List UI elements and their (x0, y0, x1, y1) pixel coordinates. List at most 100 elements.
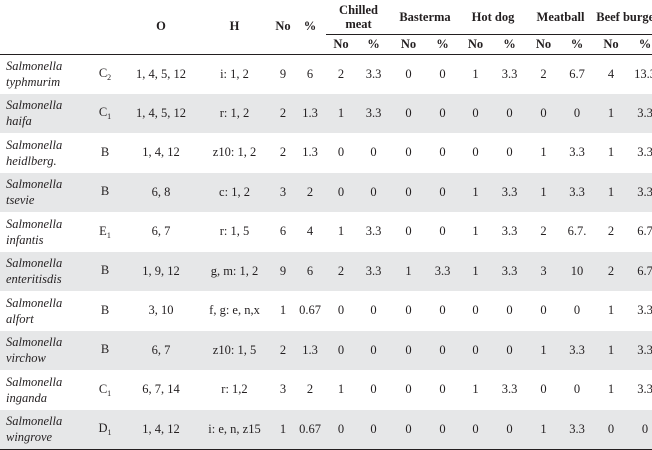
subheader-row: No % No % No % No % No % (0, 33, 652, 54)
subheader-pct: % (356, 33, 391, 54)
product-pct-cell: 3.3 (637, 184, 652, 199)
genus-name: Salmonella (6, 295, 63, 310)
product-pct-cell: 3.3 (637, 342, 652, 357)
total-no-cell: 2 (279, 145, 287, 160)
product-no-cell: 0 (405, 145, 412, 160)
group-letter: B (100, 302, 110, 317)
product-no-cell: 0 (472, 342, 479, 357)
species-name: enteritisdis (6, 272, 62, 287)
group-subscript: 1 (107, 388, 112, 398)
chilled-meat-header: Chilled meat (339, 2, 378, 31)
product-no-cell: 0 (337, 145, 345, 160)
product-pct-cell: 0 (370, 303, 377, 318)
total-no-cell: 1 (272, 409, 294, 450)
total-pct-cell: 1.3 (302, 105, 318, 120)
total-pct-cell: 0.67 (294, 409, 326, 450)
group-letter: C (98, 105, 108, 120)
total-pct-cell: 2 (306, 184, 314, 199)
product-no-cell: 3 (540, 263, 547, 278)
o-antigen-cell: 1, 9, 12 (142, 263, 180, 278)
group-letter: B (100, 263, 110, 278)
product-no-cell: 0 (405, 382, 412, 397)
total-no-cell: 9 (279, 263, 287, 278)
group-subscript: 1 (106, 230, 111, 240)
product-pct-cell: 0 (370, 184, 377, 199)
product-pct-cell: 6.7 (560, 53, 595, 94)
product-pct-cell: 3.3 (501, 224, 518, 239)
subheader-pct: % (560, 33, 595, 54)
product-no-cell: 0 (594, 409, 629, 450)
h-antigen-cell: g, m: 1, 2 (210, 263, 259, 278)
product-pct-cell: 3.3 (501, 263, 518, 278)
group-cell: B (85, 331, 125, 371)
total-pct-cell: 1.3 (302, 342, 318, 357)
product-no-cell: 0 (472, 303, 479, 318)
product-no-cell: 0 (540, 105, 547, 120)
species-name: wingrove (6, 430, 53, 444)
table-row: Salmonella enteritisdis B 1, 9, 12 g, m: 1, … (0, 251, 652, 291)
h-antigen-cell: r: 1, 2 (219, 105, 250, 120)
h-antigen-cell: c: 1, 2 (219, 184, 250, 199)
product-pct-cell: 3.3 (637, 382, 652, 397)
serovar-name-cell: Salmonella haifa (0, 94, 85, 134)
group-cell: C1 (85, 370, 125, 410)
product-pct-cell: 0 (370, 382, 377, 397)
group-cell: B (85, 291, 125, 331)
serovar-name-cell: Salmonella virchow (0, 331, 85, 371)
genus-name: Salmonella (6, 374, 63, 389)
total-no-cell: 1 (279, 303, 287, 318)
genus-name: Salmonella (6, 256, 63, 271)
product-pct-cell: 6.7. (567, 224, 587, 239)
table-row: Salmonella infantis E1 6, 7 r: 1, 5 6 4 1 3.3 0 0 1… (0, 212, 652, 252)
subheader-no: No (594, 33, 629, 54)
subheader-pct: % (426, 33, 459, 54)
product-no-cell: 1 (337, 105, 345, 120)
species-name: inganda (6, 390, 47, 405)
group-cell: B (85, 133, 125, 173)
serovar-name-cell: Salmonella infantis (0, 212, 85, 252)
product-no-cell: 1 (540, 342, 547, 357)
product-no-cell: 0 (405, 303, 412, 318)
genus-name: Salmonella (6, 98, 63, 113)
table-row: Salmonella haifa C1 1, 4, 5, 12 r: 1, 2 2 1.3 1… (0, 93, 652, 134)
product-no-cell: 1 (540, 145, 547, 160)
product-no-cell: 2 (337, 263, 345, 278)
group-letter: D (98, 421, 108, 435)
group-subscript: 2 (107, 73, 112, 82)
product-no-cell: 0 (405, 105, 412, 120)
group-cell: E1 (85, 212, 125, 252)
product-pct-cell: 3.3 (501, 184, 518, 199)
subheader-no: No (391, 33, 426, 54)
table-row: Salmonella wingrove D1 1, 4, 12 i: e, n, z15… (0, 409, 652, 450)
table-row: Salmonella tsevie B 6, 8 c: 1, 2 3 2 0 0 0 0 1 3.3 1 3… (0, 172, 652, 213)
total-pct-cell: 2 (306, 382, 314, 397)
product-pct-cell: 0 (439, 105, 446, 120)
serovar-name-cell: Salmonella tsevie (0, 173, 85, 213)
basterma-header: Basterma (399, 9, 451, 24)
species-name: virchow (6, 351, 46, 366)
h-antigen-cell: f, g: e, n,x (209, 303, 260, 318)
total-no-cell: 3 (279, 184, 287, 199)
product-no-cell: 0 (405, 224, 412, 239)
product-pct-cell: 3.3 (637, 303, 652, 318)
h-antigen-cell: i: e, n, z15 (197, 409, 272, 450)
group-header (85, 0, 125, 54)
total-pct-cell: 0.67 (299, 303, 321, 318)
product-pct-cell: 0 (439, 184, 446, 199)
product-no-cell: 1 (459, 53, 492, 94)
product-no-cell: 1 (607, 184, 615, 199)
product-pct-cell: 0 (439, 382, 446, 397)
h-antigen-cell: z10: 1, 2 (212, 145, 257, 160)
product-pct-cell: 6.7 (637, 263, 652, 278)
product-no-cell: 0 (540, 303, 547, 318)
product-pct-cell: 0 (573, 105, 581, 120)
group-subscript: 1 (107, 112, 112, 122)
serovar-header (0, 0, 85, 54)
product-no-cell: 0 (391, 53, 426, 94)
genus-name: Salmonella (6, 216, 63, 231)
group-letter: B (100, 342, 110, 357)
total-no-cell: 9 (272, 53, 294, 94)
total-pct-cell: 1.3 (302, 145, 318, 160)
